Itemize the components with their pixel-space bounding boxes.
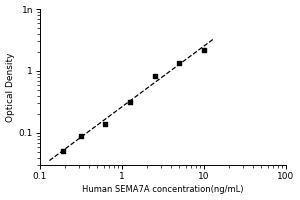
Point bbox=[128, 100, 132, 103]
Point bbox=[78, 135, 83, 138]
X-axis label: Human SEMA7A concentration(ng/mL): Human SEMA7A concentration(ng/mL) bbox=[82, 185, 244, 194]
Point bbox=[103, 122, 108, 125]
Point bbox=[60, 149, 65, 152]
Y-axis label: Optical Density: Optical Density bbox=[6, 52, 15, 122]
Point bbox=[152, 75, 157, 78]
Point bbox=[202, 48, 206, 51]
Point bbox=[177, 61, 182, 65]
